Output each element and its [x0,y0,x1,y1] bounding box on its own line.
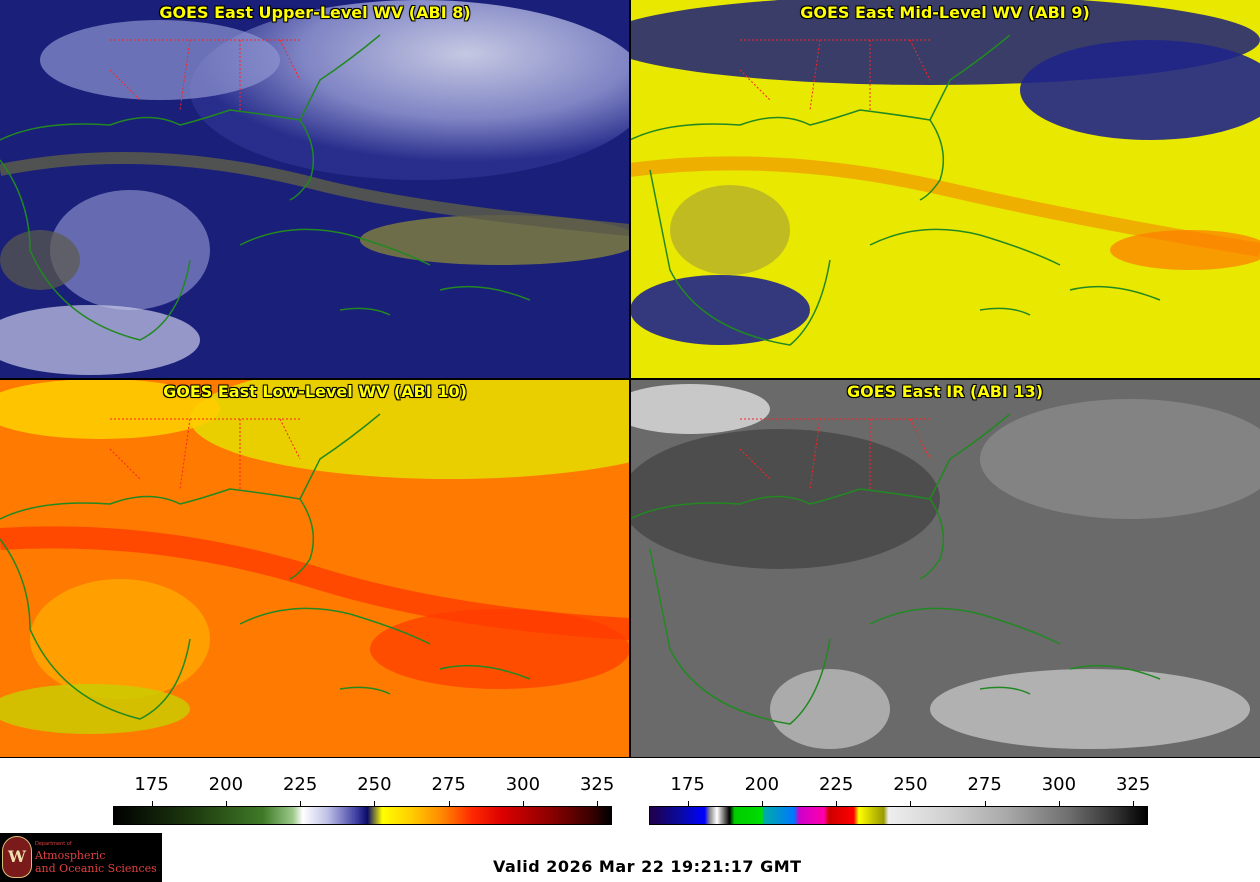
colorbar-tick-mark [225,801,227,806]
colorbar-ir: 175 200 225 250 275 300 325 [649,770,1151,830]
colorbar-tick-mark [374,801,376,806]
ir-image [630,379,1260,758]
logo-dept-text: Department of [35,841,72,847]
colorbar-tick-label: 225 [818,774,854,795]
colorbar-tick-mark [1133,801,1135,806]
colorbar-tick-label: 225 [282,774,318,795]
colorbar-tick-mark [910,801,912,806]
colorbar-tick-label: 275 [431,774,466,795]
colorbar-tick-mark [300,801,302,806]
colorbar-tick-label: 325 [579,774,615,795]
colorbar-tick-label: 300 [505,774,541,795]
colorbar-tick-mark [1058,801,1060,806]
logo-line1: Atmospheric [35,849,106,862]
panel-title-upper-wv: GOES East Upper-Level WV (ABI 8) [159,3,471,22]
panel-low-wv: GOES East Low-Level WV (ABI 10) [0,379,630,758]
colorbar-ir-bar [649,806,1148,825]
colorbar-tick-label: 175 [134,774,169,795]
colorbar-tick-mark [984,801,986,806]
colorbar-tick-label: 250 [357,774,392,795]
panel-upper-wv: GOES East Upper-Level WV (ABI 8) [0,0,630,379]
colorbar-tick-mark [597,801,599,806]
colorbar-tick-mark [151,801,153,806]
aos-logo: W Department of Atmospheric and Oceanic … [0,833,162,882]
colorbar-wv-ticks: 175 200 225 250 275 300 325 [113,770,615,800]
colorbar-tick-label: 250 [893,774,928,795]
colorbar-ir-ticks: 175 200 225 250 275 300 325 [649,770,1151,800]
panel-divider-horizontal [0,378,1260,380]
panel-title-low-wv: GOES East Low-Level WV (ABI 10) [163,382,467,401]
colorbar-tick-label: 200 [208,774,244,795]
valid-time: Valid 2026 Mar 22 19:21:17 GMT [493,857,802,876]
colorbar-tick-label: 275 [967,774,1002,795]
mid-wv-image [630,0,1260,379]
upper-wv-image [0,0,630,379]
panel-border-bottom [0,757,1260,758]
colorbar-wv-bar [113,806,612,825]
colorbar-tick-mark [448,801,450,806]
colorbar-tick-label: 325 [1115,774,1151,795]
colorbar-wv: 175 200 225 250 275 300 325 [113,770,615,830]
colorbar-tick-mark [687,801,689,806]
panel-ir: GOES East IR (ABI 13) [630,379,1260,758]
panel-title-mid-wv: GOES East Mid-Level WV (ABI 9) [800,3,1090,22]
colorbar-tick-mark [761,801,763,806]
colorbar-tick-label: 200 [744,774,780,795]
logo-line2: and Oceanic Sciences [35,862,157,875]
panel-mid-wv: GOES East Mid-Level WV (ABI 9) [630,0,1260,379]
low-wv-image [0,379,630,758]
colorbar-tick-mark [522,801,524,806]
panel-title-ir: GOES East IR (ABI 13) [846,382,1044,401]
colorbar-tick-label: 175 [670,774,705,795]
uw-seal-icon: W [2,836,32,878]
colorbar-tick-label: 300 [1041,774,1077,795]
colorbar-tick-mark [836,801,838,806]
